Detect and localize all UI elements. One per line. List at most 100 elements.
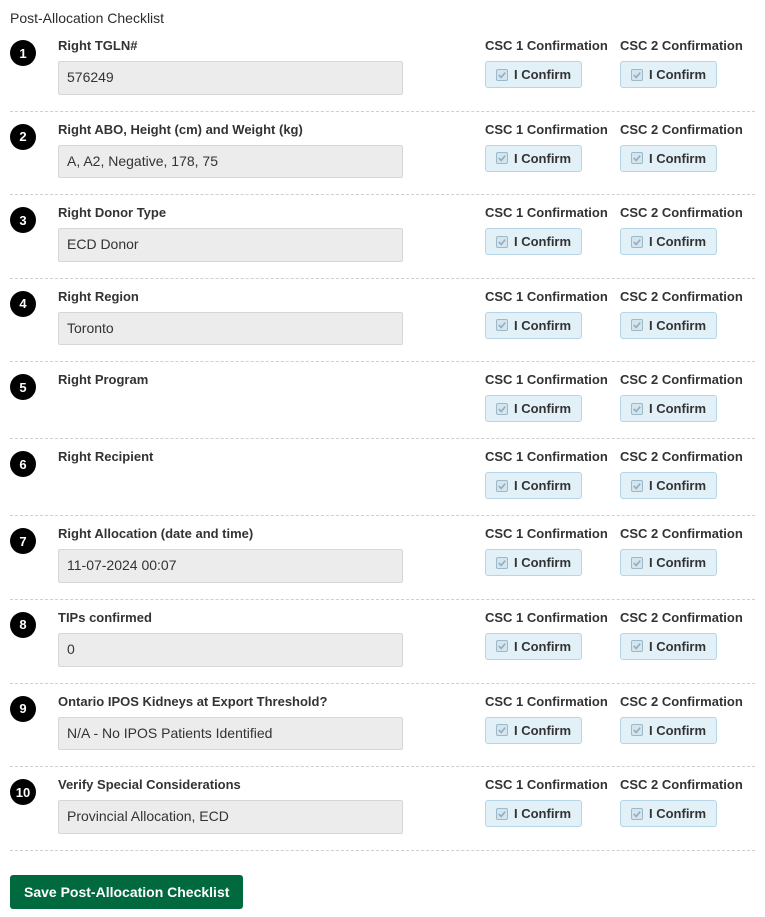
csc1-header: CSC 1 Confirmation	[485, 372, 620, 387]
page-title: Post-Allocation Checklist	[10, 10, 755, 26]
checklist-item: 2Right ABO, Height (cm) and Weight (kg)A…	[10, 122, 755, 196]
csc2-confirm-button[interactable]: I Confirm	[620, 633, 717, 660]
confirm-label: I Confirm	[514, 401, 571, 416]
item-number: 9	[10, 696, 36, 722]
checkbox-icon	[631, 808, 643, 820]
checkbox-icon	[631, 403, 643, 415]
csc1-confirm-button[interactable]: I Confirm	[485, 800, 582, 827]
csc1-confirm-button[interactable]: I Confirm	[485, 395, 582, 422]
item-value-field: ECD Donor	[58, 228, 403, 262]
checkbox-icon	[631, 640, 643, 652]
csc1-header: CSC 1 Confirmation	[485, 289, 620, 304]
csc1-header: CSC 1 Confirmation	[485, 694, 620, 709]
csc1-header: CSC 1 Confirmation	[485, 205, 620, 220]
checkbox-icon	[631, 319, 643, 331]
csc2-confirm-button[interactable]: I Confirm	[620, 312, 717, 339]
csc1-confirm-button[interactable]: I Confirm	[485, 633, 582, 660]
confirm-label: I Confirm	[514, 723, 571, 738]
checkbox-icon	[631, 480, 643, 492]
item-label: Verify Special Considerations	[58, 777, 465, 792]
checklist-item: 4Right RegionTorontoCSC 1 ConfirmationI …	[10, 289, 755, 363]
csc2-header: CSC 2 Confirmation	[620, 372, 755, 387]
csc2-header: CSC 2 Confirmation	[620, 777, 755, 792]
item-number: 2	[10, 124, 36, 150]
checkbox-icon	[496, 724, 508, 736]
item-label: Right Donor Type	[58, 205, 465, 220]
confirm-label: I Confirm	[649, 234, 706, 249]
csc2-header: CSC 2 Confirmation	[620, 205, 755, 220]
checkbox-icon	[496, 319, 508, 331]
confirm-label: I Confirm	[514, 639, 571, 654]
csc1-confirm-button[interactable]: I Confirm	[485, 145, 582, 172]
csc1-confirm-button[interactable]: I Confirm	[485, 472, 582, 499]
confirm-label: I Confirm	[514, 478, 571, 493]
checklist-item: 7 Right Allocation (date and time) 11-07-2…	[10, 526, 755, 600]
checklist-item: 6 Right Recipient CSC 1 Confirmation I Conf…	[10, 449, 755, 516]
csc1-header: CSC 1 Confirmation	[485, 526, 620, 541]
item-number: 6	[10, 451, 36, 477]
csc2-confirm-button[interactable]: I Confirm	[620, 61, 717, 88]
checklist-item: 1Right TGLN#576249CSC 1 ConfirmationI Co…	[10, 38, 755, 112]
checkbox-icon	[496, 403, 508, 415]
csc1-confirm-button[interactable]: I Confirm	[485, 228, 582, 255]
checklist-item: 3 Right Donor Type ECD Donor CSC 1 Confirma…	[10, 205, 755, 279]
checkbox-icon	[496, 152, 508, 164]
item-value-field: Provincial Allocation, ECD	[58, 800, 403, 834]
save-checklist-button[interactable]: Save Post-Allocation Checklist	[10, 875, 243, 909]
checklist-item: 10 Verify Special Considerations Provincia…	[10, 777, 755, 851]
checkbox-icon	[496, 236, 508, 248]
csc1-header: CSC 1 Confirmation	[485, 777, 620, 792]
csc1-confirm-button[interactable]: I Confirm	[485, 61, 582, 88]
confirm-label: I Confirm	[514, 806, 571, 821]
csc2-header: CSC 2 Confirmation	[620, 610, 755, 625]
confirm-label: I Confirm	[649, 318, 706, 333]
checkbox-icon	[496, 808, 508, 820]
checklist-container: 1Right TGLN#576249CSC 1 ConfirmationI Co…	[10, 38, 755, 851]
confirm-label: I Confirm	[649, 478, 706, 493]
item-number: 7	[10, 528, 36, 554]
csc2-confirm-button[interactable]: I Confirm	[620, 549, 717, 576]
item-value-field: Toronto	[58, 312, 403, 346]
item-value-field: 0	[58, 633, 403, 667]
checkbox-icon	[496, 480, 508, 492]
csc2-header: CSC 2 Confirmation	[620, 449, 755, 464]
checklist-item: 5 Right Program CSC 1 Confirmation I Confir…	[10, 372, 755, 439]
csc1-confirm-button[interactable]: I Confirm	[485, 312, 582, 339]
item-number: 3	[10, 207, 36, 233]
confirm-label: I Confirm	[649, 555, 706, 570]
csc1-header: CSC 1 Confirmation	[485, 38, 620, 53]
csc1-confirm-button[interactable]: I Confirm	[485, 549, 582, 576]
item-label: Ontario IPOS Kidneys at Export Threshold…	[58, 694, 465, 709]
csc2-confirm-button[interactable]: I Confirm	[620, 395, 717, 422]
csc2-header: CSC 2 Confirmation	[620, 694, 755, 709]
csc2-confirm-button[interactable]: I Confirm	[620, 472, 717, 499]
item-label: Right Allocation (date and time)	[58, 526, 465, 541]
confirm-label: I Confirm	[514, 555, 571, 570]
item-number: 8	[10, 612, 36, 638]
confirm-label: I Confirm	[649, 401, 706, 416]
checkbox-icon	[496, 640, 508, 652]
csc2-confirm-button[interactable]: I Confirm	[620, 145, 717, 172]
confirm-label: I Confirm	[649, 723, 706, 738]
csc2-confirm-button[interactable]: I Confirm	[620, 717, 717, 744]
item-number: 10	[10, 779, 36, 805]
item-value-field: A, A2, Negative, 178, 75	[58, 145, 403, 179]
confirm-label: I Confirm	[649, 151, 706, 166]
confirm-label: I Confirm	[514, 318, 571, 333]
item-value-field: 11-07-2024 00:07	[58, 549, 403, 583]
csc2-confirm-button[interactable]: I Confirm	[620, 228, 717, 255]
item-label: Right Recipient	[58, 449, 465, 464]
csc1-header: CSC 1 Confirmation	[485, 449, 620, 464]
checklist-item: 9 Ontario IPOS Kidneys at Export Threshol…	[10, 694, 755, 768]
checkbox-icon	[496, 69, 508, 81]
item-number: 5	[10, 374, 36, 400]
checkbox-icon	[496, 557, 508, 569]
csc1-confirm-button[interactable]: I Confirm	[485, 717, 582, 744]
csc2-confirm-button[interactable]: I Confirm	[620, 800, 717, 827]
item-label: Right TGLN#	[58, 38, 465, 53]
item-number: 1	[10, 40, 36, 66]
csc1-header: CSC 1 Confirmation	[485, 122, 620, 137]
confirm-label: I Confirm	[514, 67, 571, 82]
checkbox-icon	[631, 557, 643, 569]
item-label: Right Program	[58, 372, 465, 387]
